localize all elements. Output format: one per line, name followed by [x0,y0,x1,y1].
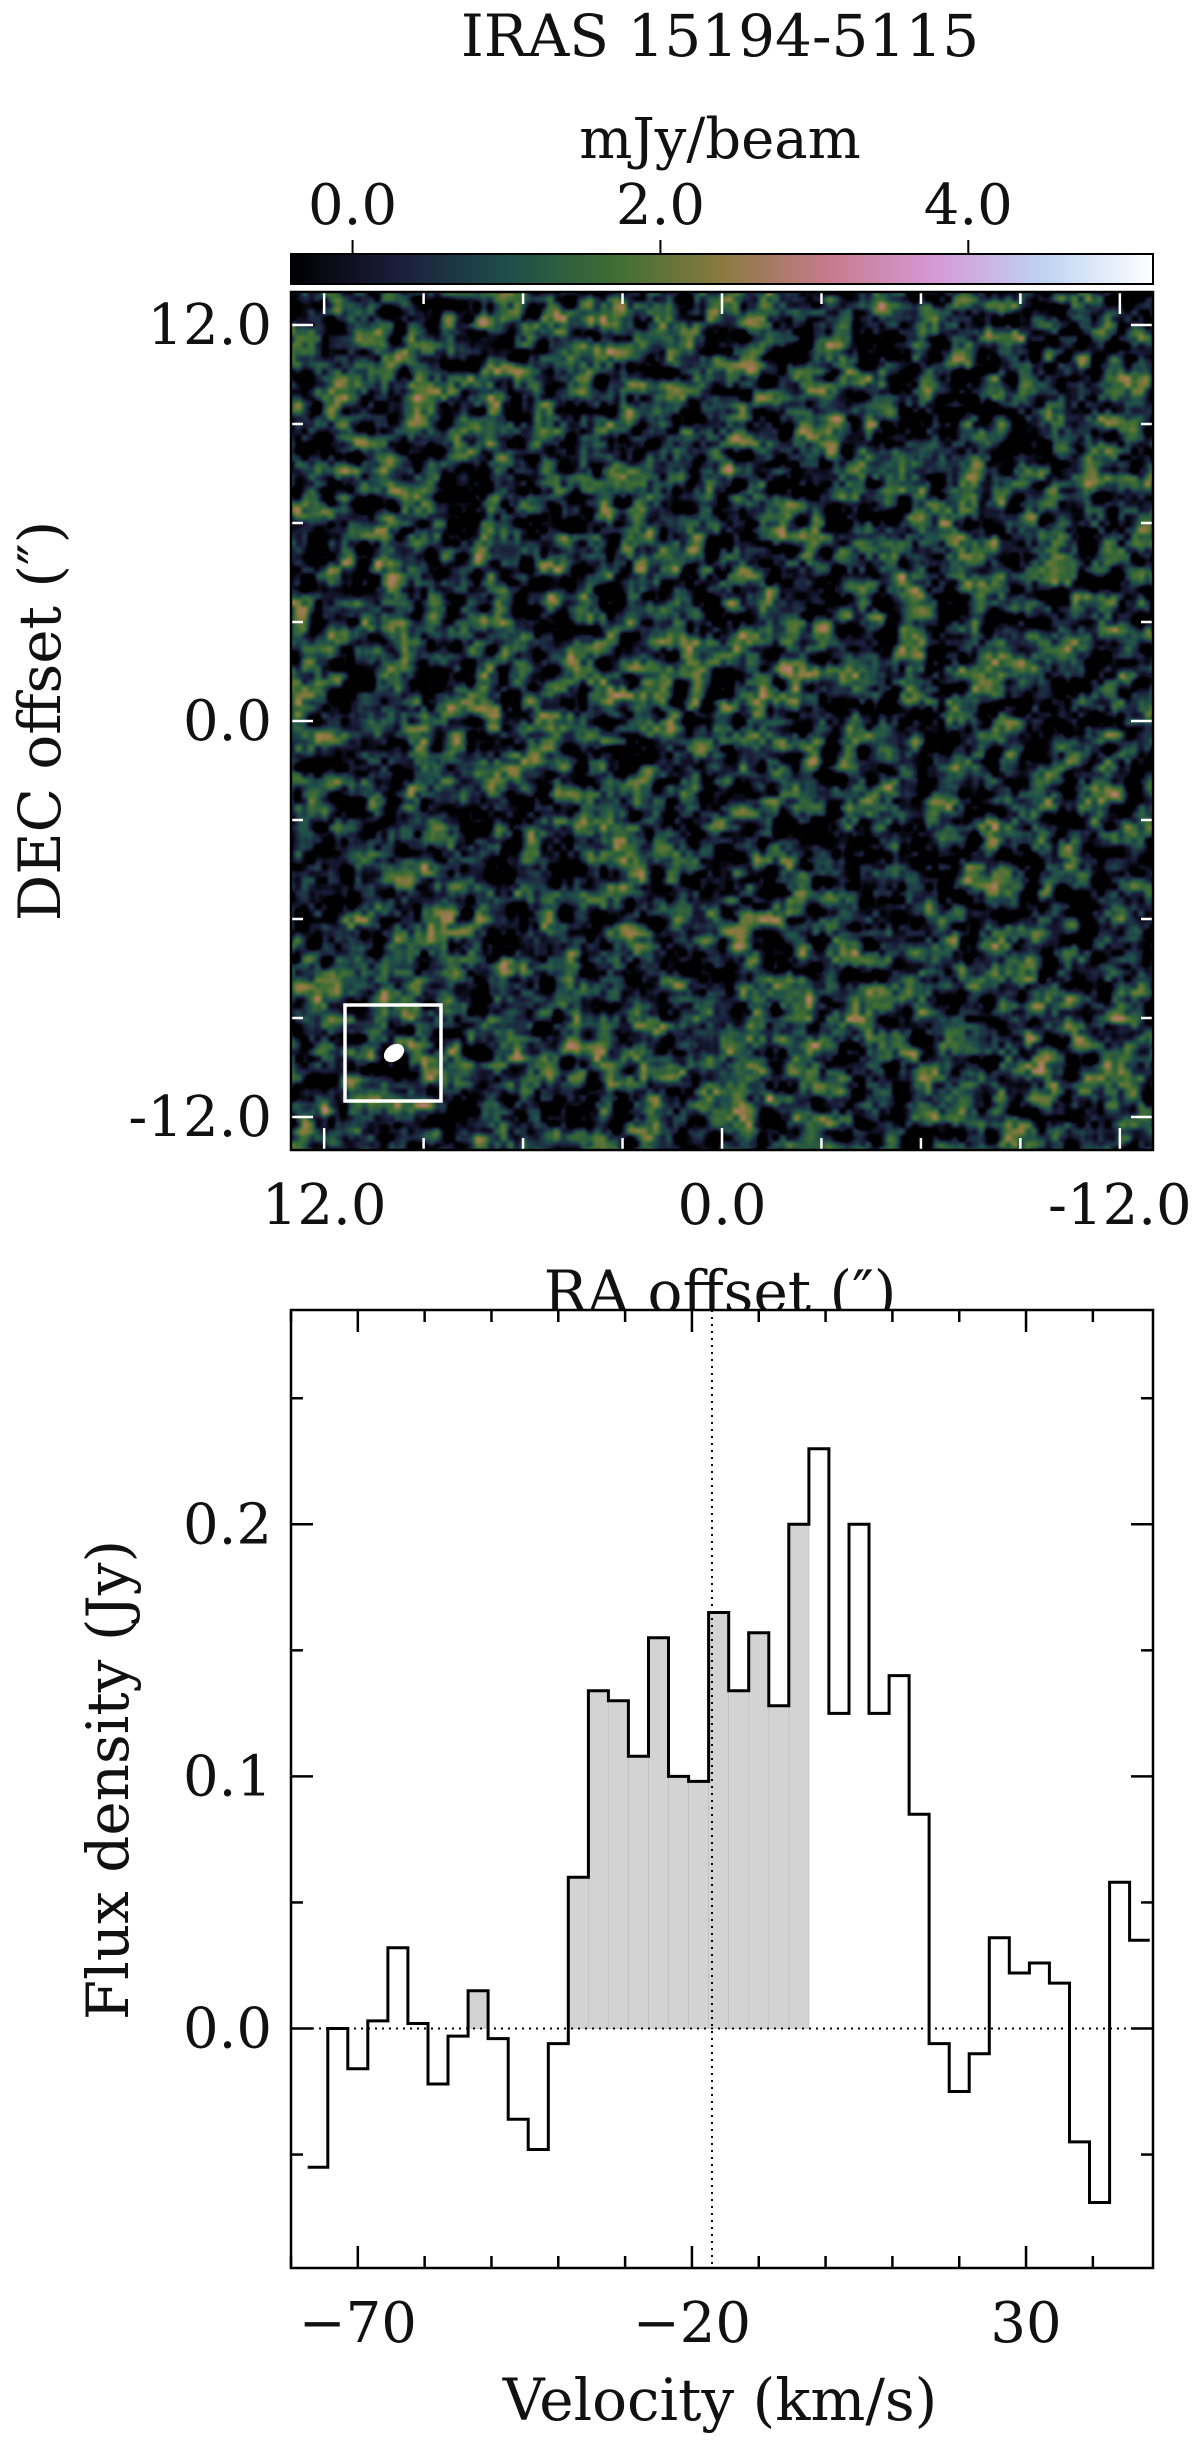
map-frame [289,290,1155,1152]
colorbar-ticks: 0.0 2.0 4.0 [308,173,1013,254]
beam-ellipse [383,1043,405,1063]
map-x-tick-label: -12.0 [1048,1173,1192,1238]
colorbar-tick-label: 2.0 [616,173,705,238]
noise-map-image [291,292,1153,1150]
spectrum-fill-bar [467,1990,489,2029]
spectrum-x-tick-label: −70 [299,2291,417,2356]
spectrum-x-tick-label: −20 [633,2291,751,2356]
spectrum-frame [289,1308,1155,2270]
colorbar-label: mJy/beam [579,107,861,172]
spectrum-fill-bar [608,1700,629,2029]
spectrum-y-tick-label: 0.2 [183,1492,272,1557]
map-y-tick-label: 12.0 [147,293,272,358]
spectrum-shaded-region [467,1523,810,2029]
map-x-tick-label: 12.0 [262,1173,387,1238]
spectrum-fill-bar [628,1755,649,2029]
spectrum-y-tick-label: 0.1 [183,1744,272,1809]
colorbar-tick-label: 0.0 [308,173,397,238]
spectrum-fill-bar [748,1632,770,2029]
colorbar-tick-label: 4.0 [924,173,1013,238]
colorbar [290,253,1154,285]
map-tick-marks [291,292,1153,1150]
spectrum-fill-bar [668,1775,689,2029]
spectrum-fill-bar [648,1637,669,2029]
spectrum-line [307,1447,1150,2204]
spectrum-fill-bar [688,1781,710,2029]
spectrum-y-tick-label: 0.0 [183,1997,272,2062]
map-title: IRAS 15194-5115 [461,2,979,70]
spectrum-xlabel: Velocity (km/s) [502,2366,938,2434]
beam-box [343,1003,443,1103]
spectrum-plot-area [289,1308,1155,2270]
spectrum-fill-bar [587,1690,609,2029]
spectrum-fill-bar [567,1876,589,2029]
beam-indicator [343,1003,443,1103]
noise-map-raster [291,292,1153,1150]
map-x-tick-label: 0.0 [677,1173,766,1238]
map-y-tick-label: 0.0 [183,689,272,754]
map-tick-labels: 12.0 0.0 -12.0 12.0 0.0 -12.0 [128,293,1191,1238]
spectrum-ylabel: Flux density (Jy) [74,1540,142,2020]
map-plot-area [289,290,1155,1152]
map-ylabel: DEC offset (″) [6,521,74,922]
spectrum-tick-labels: −70 −20 30 0.0 0.1 0.2 [183,1492,1062,2356]
map-y-tick-label: -12.0 [128,1085,272,1150]
spectrum-fill-bar [788,1523,810,2029]
spectrum-fill-bar [728,1690,750,2029]
spectrum-tick-marks [289,1310,1153,2268]
spectrum-fill-bar [768,1705,790,2029]
spectrum-x-tick-label: 30 [990,2291,1061,2356]
